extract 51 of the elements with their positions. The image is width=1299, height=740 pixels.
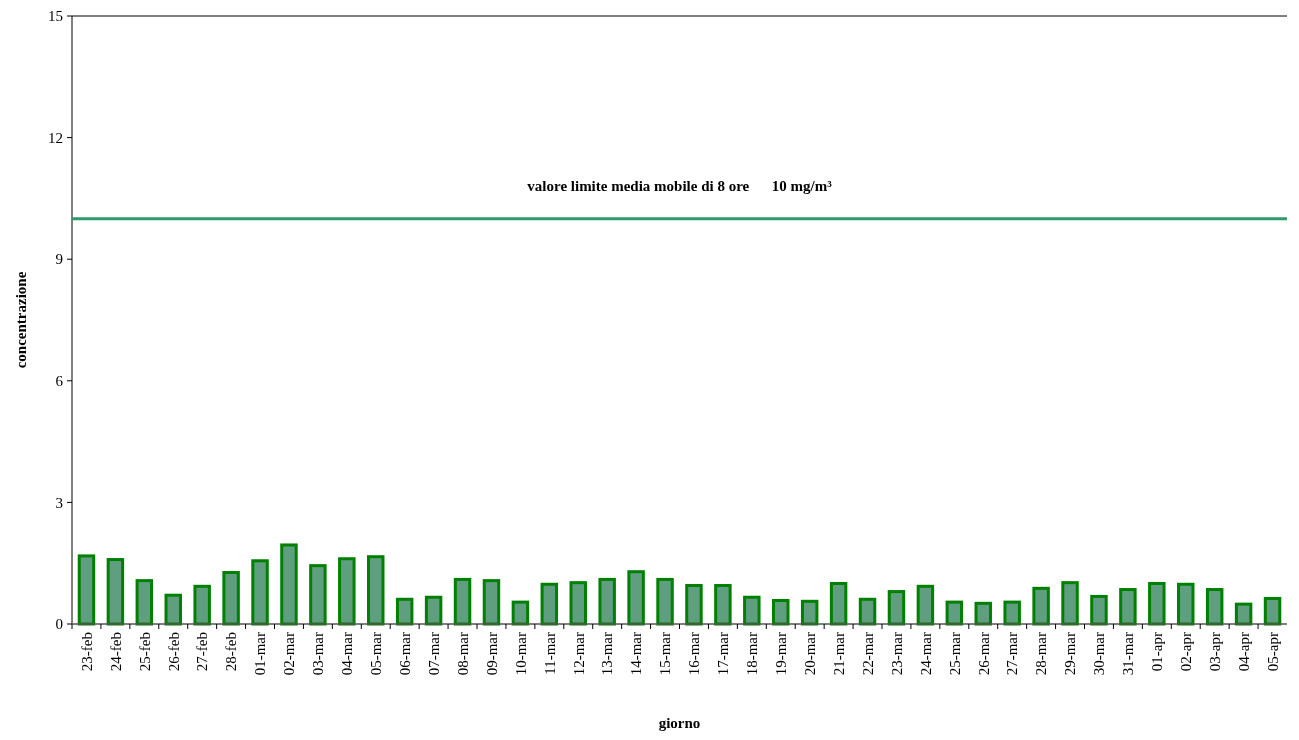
x-tick-label: 11-mar (541, 632, 558, 675)
x-tick-label: 05-mar (368, 632, 384, 676)
y-tick-label: 15 (48, 8, 63, 25)
x-tick-label: 22-mar (859, 632, 876, 676)
x-tick-label: 28-feb (223, 632, 240, 672)
x-axis-title: giorno (658, 715, 701, 731)
x-tick-label: 03-mar (310, 632, 327, 676)
y-axis-title: concentrazione (13, 271, 29, 369)
x-tick-label: 25-mar (946, 632, 963, 676)
x-tick-label: 26-mar (975, 632, 992, 676)
x-tick-label: 15-mar (657, 632, 674, 676)
x-tick-label: 03-apr (1206, 632, 1223, 672)
x-tick-label: 27-mar (1004, 632, 1021, 676)
x-tick-label: 24-feb (107, 632, 124, 672)
x-tick-label: 18-mar (744, 632, 761, 676)
x-tick-label: 04-mar (339, 632, 356, 676)
x-tick-label: 08-mar (454, 632, 471, 676)
x-tick-label: 23-mar (888, 632, 905, 676)
x-tick-label: 05-apr (1264, 632, 1281, 672)
x-tick-label: 26-feb (165, 632, 182, 672)
x-tick-label: 17-mar (715, 632, 732, 676)
x-tick-label: 01-mar (252, 632, 269, 676)
x-tick-label: 02-apr (1178, 632, 1194, 672)
x-tick-label: 09-mar (483, 632, 500, 676)
x-tick-label: 25-feb (136, 632, 153, 672)
x-tick-label: 19-mar (773, 632, 789, 676)
x-tick-label: 01-apr (1149, 632, 1166, 672)
x-tick-label: 28-mar (1033, 632, 1050, 676)
x-tick-label: 20-mar (801, 632, 818, 676)
y-tick-label: 12 (48, 129, 63, 146)
y-tick-label: 9 (55, 251, 63, 268)
x-tick-label: 24-mar (917, 632, 934, 676)
x-tick-label: 04-apr (1235, 632, 1252, 672)
x-tick-label: 06-mar (396, 632, 413, 676)
x-tick-label: 29-mar (1062, 632, 1079, 676)
y-tick-label: 3 (55, 494, 63, 511)
x-tick-label: 16-mar (686, 632, 703, 676)
x-tick-label: 21-mar (830, 632, 847, 676)
x-tick-label: 30-mar (1091, 632, 1108, 676)
x-tick-label: 12-mar (570, 632, 587, 676)
x-tick-label: 23-feb (78, 632, 95, 672)
x-tick-label: 31-mar (1120, 632, 1137, 676)
x-tick-label: 13-mar (599, 632, 616, 676)
x-tick-label: 07-mar (425, 632, 442, 676)
x-tick-label: 10-mar (512, 632, 529, 676)
x-tick-label: 02-mar (281, 632, 298, 676)
y-tick-label: 6 (55, 373, 64, 390)
ref-line-label: valore limite media mobile di 8 ore 10 mg/m³ (527, 177, 833, 194)
x-tick-label: 14-mar (628, 632, 645, 676)
x-tick-label: 27-feb (194, 632, 211, 672)
y-tick-label: 0 (55, 616, 63, 633)
